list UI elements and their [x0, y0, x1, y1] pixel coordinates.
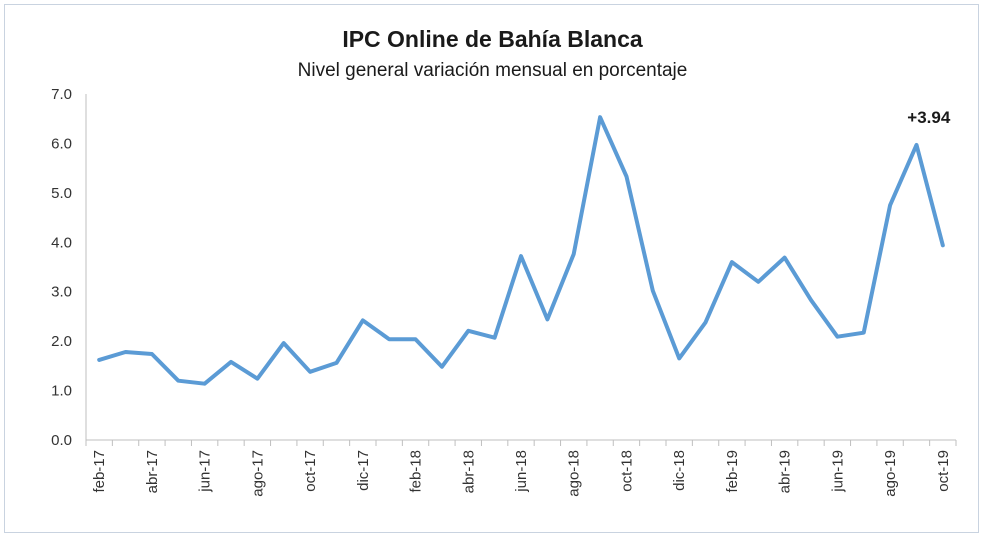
- x-tick-label: ago-19: [882, 450, 899, 497]
- data-point: [598, 115, 602, 119]
- x-tick-label: jun-18: [513, 450, 530, 493]
- x-tick-label: dic-17: [355, 450, 372, 491]
- data-point: [440, 365, 444, 369]
- data-point: [756, 280, 760, 284]
- data-point: [862, 331, 866, 335]
- data-point: [914, 143, 918, 147]
- x-tick-label: feb-18: [408, 450, 425, 493]
- x-tick-label: ago-18: [566, 450, 583, 497]
- y-tick-label: 3.0: [51, 284, 72, 301]
- data-point: [888, 203, 892, 207]
- chart-title: IPC Online de Bahía Blanca: [342, 26, 643, 52]
- data-point: [255, 377, 259, 381]
- data-point: [387, 337, 391, 341]
- data-point: [493, 336, 497, 340]
- data-point: [414, 337, 418, 341]
- data-point: [124, 350, 128, 354]
- data-point: [308, 370, 312, 374]
- x-tick-label: feb-17: [91, 450, 108, 493]
- chart-subtitle: Nivel general variación mensual en porce…: [297, 60, 688, 81]
- x-tick-label: jun-17: [197, 450, 214, 493]
- y-tick-label: 2.0: [51, 333, 72, 350]
- x-tick-label: ago-17: [249, 450, 266, 497]
- data-point: [466, 329, 470, 333]
- y-tick-label: 0.0: [51, 432, 72, 449]
- annotation-label: +3.94: [907, 108, 951, 127]
- x-tick-label: oct-19: [935, 450, 952, 492]
- y-tick-label: 5.0: [51, 185, 72, 202]
- data-point: [97, 358, 101, 362]
- x-tick-label: abr-19: [777, 450, 794, 493]
- data-point: [203, 382, 207, 386]
- data-point: [361, 318, 365, 322]
- data-point: [624, 175, 628, 179]
- data-point: [783, 256, 787, 260]
- data-point: [545, 317, 549, 321]
- data-point: [809, 298, 813, 302]
- y-tick-label: 7.0: [51, 86, 72, 103]
- data-point: [941, 243, 945, 247]
- data-point: [677, 356, 681, 360]
- annotation-layer: +3.94: [907, 108, 951, 127]
- x-tick-label: dic-18: [671, 450, 688, 491]
- series-line: [97, 115, 945, 386]
- data-point: [519, 254, 523, 258]
- x-tick-label: oct-17: [302, 450, 319, 492]
- chart-frame: [4, 4, 979, 533]
- y-tick-label: 1.0: [51, 383, 72, 400]
- x-tick-label: abr-17: [144, 450, 161, 493]
- data-point: [176, 379, 180, 383]
- data-point: [229, 360, 233, 364]
- data-point: [730, 260, 734, 264]
- y-tick-label: 4.0: [51, 234, 72, 251]
- x-tick-label: oct-18: [618, 450, 635, 492]
- data-point: [704, 320, 708, 324]
- x-tick-label: abr-18: [460, 450, 477, 493]
- y-axis: 0.0 1.0 2.0 3.0 4.0 5.0 6.0 7.0: [51, 86, 87, 449]
- data-point: [572, 252, 576, 256]
- data-point: [835, 335, 839, 339]
- x-axis: feb-17 abr-17 jun-17 ago-17 oct-17 dic-17 feb-…: [85, 439, 957, 497]
- series-layer: [97, 115, 945, 386]
- data-point: [651, 289, 655, 293]
- data-point: [334, 361, 338, 365]
- x-tick-label: jun-19: [829, 450, 846, 493]
- y-tick-label: 6.0: [51, 135, 72, 152]
- data-point: [150, 352, 154, 356]
- data-point: [282, 341, 286, 345]
- x-tick-label: feb-19: [724, 450, 741, 493]
